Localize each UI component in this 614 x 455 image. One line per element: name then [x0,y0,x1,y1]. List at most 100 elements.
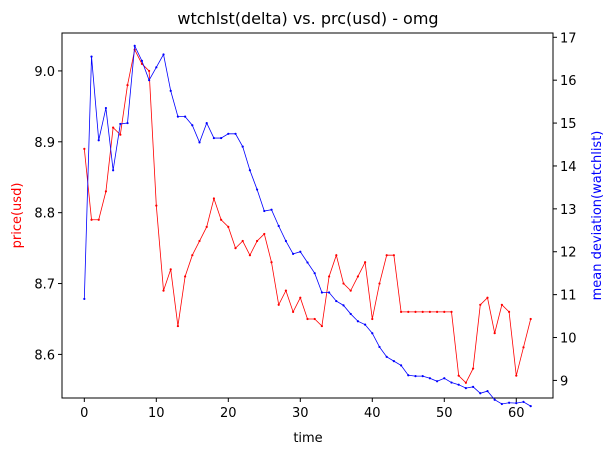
data-point-right [428,377,431,380]
data-point-right [486,390,489,393]
data-point-left [112,126,115,129]
x-tick-label: 10 [148,406,165,421]
chart-title: wtchlst(delta) vs. prc(usd) - omg [177,9,438,28]
x-tick-label: 30 [292,406,309,421]
data-point-left [522,346,525,349]
data-point-right [198,141,201,144]
series-layer [83,44,532,408]
data-point-right [148,79,151,82]
data-point-right [277,224,280,228]
data-point-right [335,299,338,303]
data-point-left [292,310,295,313]
data-point-left [457,374,460,377]
data-point-right [97,139,100,142]
data-point-right [169,89,172,93]
data-point-right [457,383,460,386]
data-point-right [112,169,115,172]
data-point-left [184,275,187,278]
data-point-left [248,254,252,257]
data-point-right [313,272,316,275]
data-point-left [320,324,323,328]
data-point-right [220,136,223,140]
data-point-left [378,282,381,285]
data-point-left [385,254,388,257]
data-point-right [522,400,525,403]
data-point-left [270,261,273,264]
data-point-right [299,250,302,253]
data-point-right [126,121,129,125]
data-point-left [155,204,158,207]
data-point-right [212,136,216,140]
data-point-right [205,121,208,125]
data-point-right [371,332,374,335]
data-point-right [493,398,496,401]
x-axis-label: time [293,431,322,446]
data-point-right [248,169,252,172]
data-point-left [227,225,230,228]
data-point-left [414,310,417,313]
right-tick-label: 10 [560,332,577,347]
data-point-left [371,317,374,321]
data-point-right [385,355,388,358]
series-line-right [83,44,531,407]
data-point-right [500,402,503,406]
data-point-left [428,310,431,313]
data-point-left [421,310,424,313]
data-point-right [378,345,381,349]
data-point-left [97,218,100,221]
left-tick-label: 8.8 [34,207,55,222]
data-point-right [227,132,230,135]
left-axis-label: price(usd) [10,183,25,249]
data-point-left [464,381,467,384]
data-point-right [270,208,273,211]
right-tick-label: 12 [560,246,577,261]
right-tick-label: 16 [560,74,577,89]
data-point-left [256,239,259,243]
data-point-right [414,375,417,378]
data-point-right [529,405,532,408]
data-point-left [299,296,302,299]
data-point-right [83,297,86,301]
data-point-right [263,209,266,213]
data-point-left [486,296,489,299]
data-point-left [529,317,532,321]
data-point-right [507,401,511,404]
data-point-left [450,310,453,313]
data-point-right [450,381,453,384]
data-point-left [263,232,266,236]
data-point-left [126,83,129,87]
data-point-left [349,289,352,292]
x-tick-label: 20 [220,406,237,421]
data-point-left [148,69,151,73]
data-point-right [320,291,323,294]
data-point-left [313,317,316,321]
data-point-left [435,310,439,313]
right-tick-label: 13 [560,203,577,218]
data-point-right [407,374,410,377]
data-point-left [399,310,403,313]
data-point-right [471,385,475,388]
data-point-left [234,247,237,250]
data-point-right [191,124,194,127]
right-tick-label: 15 [560,117,577,132]
data-point-left [356,275,359,278]
data-point-right [162,53,165,56]
data-point-left [162,289,165,292]
series-line-left [83,48,532,384]
left-axis: 8.6 8.7 8.8 8.9 9.0 [34,65,62,363]
data-point-right [479,392,482,395]
data-point-left [119,133,122,136]
data-point-left [363,261,367,264]
x-tick-label: 40 [364,406,381,421]
data-point-left [212,197,216,200]
data-point-left [277,303,280,306]
left-tick-label: 8.6 [34,348,55,363]
data-point-right [284,239,288,243]
data-point-left [335,254,338,257]
right-tick-label: 9 [560,374,568,389]
data-point-right [443,377,446,380]
data-point-left [443,310,446,313]
data-point-right [342,304,345,307]
data-point-right [392,360,395,363]
data-point-left [83,147,86,150]
